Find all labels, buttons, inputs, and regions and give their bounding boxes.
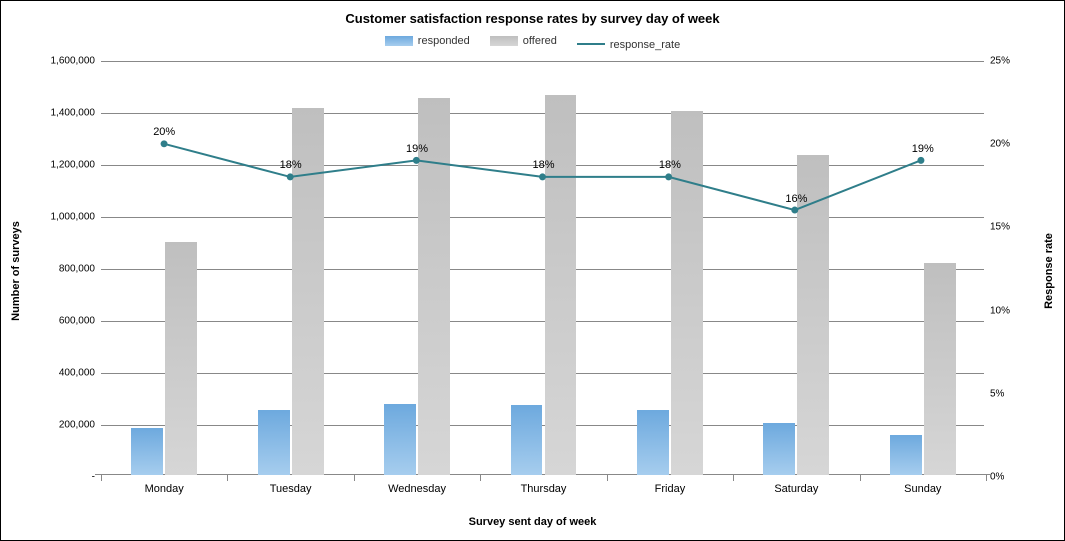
legend-item-offered: offered [490,35,557,47]
x-tick [354,475,355,481]
x-tick [986,475,987,481]
x-tick [860,475,861,481]
x-tick-label: Monday [145,475,184,495]
x-tick [607,475,608,481]
response-rate-line [101,61,984,475]
line-marker [287,173,294,180]
y-right-tick-label: 15% [984,222,1010,233]
y-right-tick-label: 0% [984,472,1004,483]
line-marker [539,173,546,180]
x-tick-label: Wednesday [388,475,446,495]
line-data-label: 19% [406,143,428,155]
x-tick [101,475,102,481]
legend-label-offered: offered [523,35,557,47]
line-data-label: 18% [532,159,554,171]
legend-label-response_rate: response_rate [610,39,680,51]
x-tick-label: Thursday [521,475,567,495]
x-axis-title: Survey sent day of week [1,516,1064,528]
legend-swatch-responded [385,36,413,46]
y-axis-right-title: Response rate [1043,233,1055,309]
chart-container: Customer satisfaction response rates by … [0,0,1065,541]
legend-label-responded: responded [418,35,470,47]
y-right-tick-label: 5% [984,388,1004,399]
y-left-tick-label: 800,000 [59,264,101,275]
legend-swatch-offered [490,36,518,46]
y-left-tick-label: 1,000,000 [51,212,102,223]
x-tick-label: Tuesday [270,475,312,495]
x-tick [227,475,228,481]
y-left-tick-label: 200,000 [59,420,101,431]
y-left-tick-label: - [92,472,101,483]
line-marker [917,157,924,164]
line-data-label: 19% [912,143,934,155]
line-marker [665,173,672,180]
line-marker [161,140,168,147]
legend-swatch-response_rate [577,43,605,45]
plot-area: -200,000400,000600,000800,0001,000,0001,… [101,61,984,475]
y-left-tick-label: 600,000 [59,316,101,327]
legend-item-responded: responded [385,35,470,47]
legend: responded offered response_rate [1,35,1064,51]
y-axis-left-title: Number of surveys [10,221,22,321]
y-left-tick-label: 1,200,000 [51,160,102,171]
y-right-tick-label: 10% [984,305,1010,316]
line-data-label: 16% [785,193,807,205]
y-left-tick-label: 1,600,000 [51,56,102,67]
y-left-tick-label: 1,400,000 [51,108,102,119]
line-data-label: 20% [153,126,175,138]
legend-item-response_rate: response_rate [577,39,680,51]
y-left-tick-label: 400,000 [59,368,101,379]
line-marker [413,157,420,164]
line-data-label: 18% [280,159,302,171]
x-tick-label: Sunday [904,475,941,495]
x-tick-label: Friday [655,475,686,495]
y-right-tick-label: 20% [984,139,1010,150]
x-tick [480,475,481,481]
line-marker [791,207,798,214]
x-tick [733,475,734,481]
x-tick-label: Saturday [774,475,818,495]
chart-title: Customer satisfaction response rates by … [1,11,1064,26]
y-right-tick-label: 25% [984,56,1010,67]
line-data-label: 18% [659,159,681,171]
